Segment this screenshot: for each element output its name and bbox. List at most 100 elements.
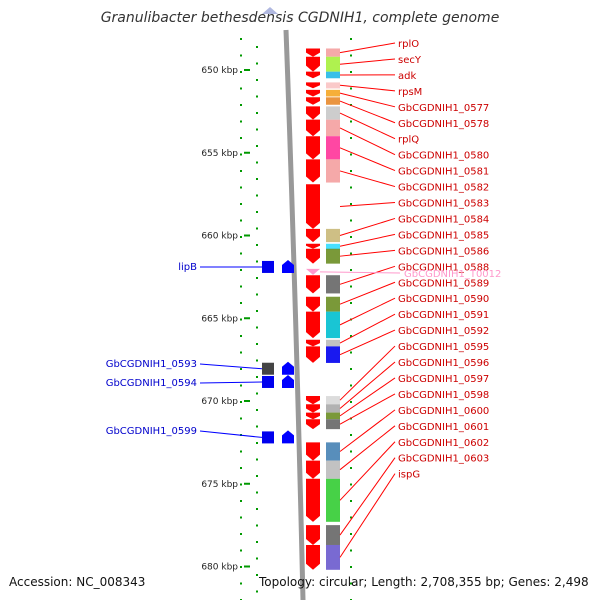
ruler-tick-label: 675 kbp — [201, 480, 238, 490]
forward-gene-arrow — [306, 159, 320, 183]
label-leader-line — [339, 202, 396, 208]
ruler-dot — [240, 186, 242, 189]
gene-swatch — [326, 71, 340, 79]
forward-gene-label: GbCGDNIH1_0600 — [398, 406, 489, 417]
gene-swatch — [326, 56, 340, 72]
ruler-dot — [350, 516, 352, 519]
ruler-dot — [240, 516, 242, 519]
gene-swatch — [326, 228, 340, 243]
ruler-dot — [240, 137, 242, 139]
gene-swatch — [326, 544, 340, 570]
forward-gene-arrow — [306, 106, 320, 120]
gene-swatch — [326, 243, 340, 250]
forward-gene-label: GbCGDNIH1_0589 — [398, 278, 489, 289]
label-leader-line — [339, 112, 396, 140]
forward-gene-label: GbCGDNIH1_0595 — [398, 342, 489, 353]
ruler-dot — [240, 153, 242, 156]
ruler-dot — [256, 475, 258, 477]
ruler-dot — [350, 582, 352, 585]
ruler-dot — [240, 219, 242, 222]
ruler-dot — [256, 508, 258, 510]
forward-gene-arrow — [306, 296, 320, 312]
forward-gene-label: GbCGDNIH1_0582 — [398, 183, 489, 194]
ruler-dot — [256, 442, 258, 444]
label-leader-line — [339, 361, 396, 409]
ruler-dot — [256, 62, 258, 65]
ruler-dot — [240, 582, 242, 585]
label-leader-line — [339, 127, 396, 156]
forward-gene-arrow — [306, 412, 320, 420]
forward-gene-arrow — [306, 184, 320, 229]
label-leader-line — [339, 265, 396, 285]
gene-swatch — [326, 136, 340, 160]
ruler-tick-label: 670 kbp — [201, 397, 238, 407]
label-leader-line — [339, 345, 396, 401]
ruler-dot — [256, 359, 258, 362]
ruler-dot — [350, 153, 352, 156]
label-leader-line — [199, 430, 263, 438]
forward-gene-label: secY — [398, 55, 422, 66]
label-leader-line — [339, 58, 396, 65]
ruler-dot — [350, 533, 352, 535]
gene-swatch — [326, 478, 340, 522]
label-leader-line — [339, 425, 396, 471]
trna-gene-arrow — [306, 268, 320, 275]
forward-gene-arrow — [306, 311, 320, 339]
gene-swatch — [326, 525, 340, 545]
forward-gene-label: ispG — [398, 470, 420, 481]
accession-text: Accession: NC_008343 — [9, 575, 146, 589]
forward-gene-label: GbCGDNIH1_0580 — [398, 151, 489, 162]
ruler-dot — [350, 170, 352, 172]
forward-gene-arrow — [306, 248, 320, 264]
label-leader-line — [339, 170, 396, 188]
ruler-dot — [240, 285, 242, 288]
ruler-dot — [256, 557, 258, 560]
gene-swatch — [326, 184, 340, 229]
forward-gene-label: GbCGDNIH1_0597 — [398, 374, 489, 385]
ruler-dot — [350, 368, 352, 370]
ruler-dot — [350, 450, 352, 453]
label-leader-line — [339, 92, 396, 108]
forward-gene-label: GbCGDNIH1_0577 — [398, 103, 489, 114]
ruler-dot — [256, 244, 258, 246]
ruler-dot — [240, 351, 242, 354]
ruler-dot — [256, 310, 258, 312]
ruler-dot — [350, 54, 352, 57]
label-leader-line — [339, 100, 396, 124]
forward-gene-label: GbCGDNIH1_0598 — [398, 390, 489, 401]
forward-gene-label: GbCGDNIH1_0578 — [398, 119, 489, 130]
ruler-dot — [350, 87, 352, 90]
ruler-dot — [240, 104, 242, 106]
forward-gene-arrow — [306, 56, 320, 72]
gene-swatch — [326, 339, 340, 347]
label-leader-line — [199, 381, 263, 384]
ruler-dot — [240, 500, 242, 502]
forward-gene-arrow — [306, 339, 320, 347]
forward-gene-arrow — [306, 275, 320, 294]
forward-gene-arrow — [306, 228, 320, 243]
label-leader-line — [339, 217, 396, 236]
ruler-dot — [350, 434, 352, 436]
gene-swatch — [326, 48, 340, 57]
ruler-dot — [256, 260, 258, 263]
forward-gene-label: rplQ — [398, 135, 419, 146]
ruler-dot — [350, 186, 352, 189]
label-leader-line — [339, 473, 396, 558]
reverse-gene-label: GbCGDNIH1_0594 — [106, 378, 197, 389]
ruler-dot — [350, 252, 352, 255]
forward-gene-arrow — [306, 119, 320, 137]
ruler-dot — [256, 46, 258, 48]
ruler-dot — [240, 467, 242, 469]
ruler-dot — [240, 417, 242, 420]
forward-gene-label: GbCGDNIH1_0596 — [398, 358, 489, 369]
ruler-dot — [256, 590, 258, 593]
reverse-gene-swatch — [262, 431, 274, 444]
forward-gene-arrow — [306, 48, 320, 57]
label-leader-line — [339, 233, 396, 247]
ruler-dot — [350, 467, 352, 469]
forward-gene-label: GbCGDNIH1_0586 — [398, 246, 489, 257]
forward-gene-arrow — [306, 544, 320, 570]
ruler-dot — [240, 318, 242, 321]
